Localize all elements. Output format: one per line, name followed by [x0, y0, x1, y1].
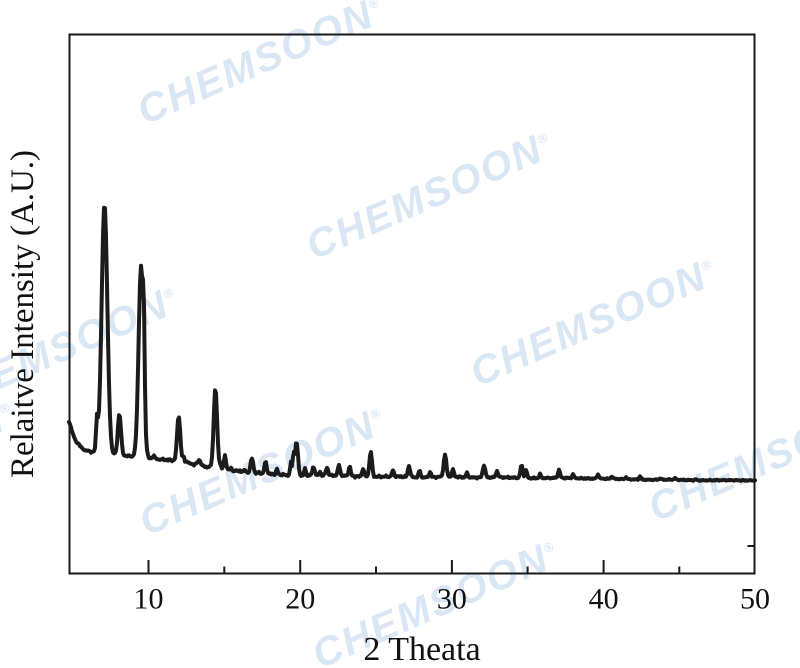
svg-text:20: 20	[285, 583, 315, 616]
svg-text:Relaitve Intensity (A.U.): Relaitve Intensity (A.U.)	[5, 150, 41, 478]
svg-text:30: 30	[437, 583, 467, 616]
svg-text:10: 10	[134, 583, 164, 616]
svg-text:40: 40	[589, 583, 619, 616]
svg-text:50: 50	[740, 583, 770, 616]
svg-text:2 Theata: 2 Theata	[363, 631, 480, 668]
